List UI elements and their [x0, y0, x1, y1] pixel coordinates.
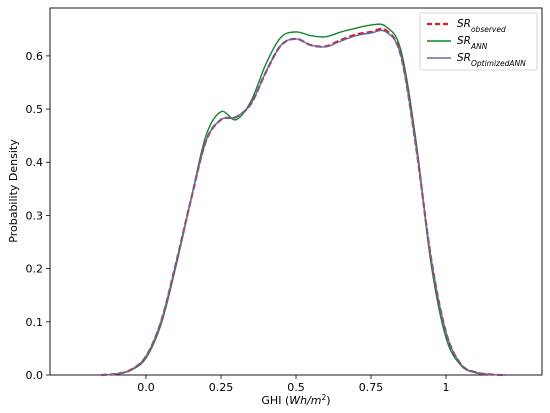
- legend-label-observed: SRobserved: [457, 18, 506, 34]
- series-layer: [100, 23, 507, 377]
- y-tick-label: 0.6: [26, 50, 44, 63]
- y-axis: 0.0 0.1 0.2 0.3 0.4 0.5 0.6: [26, 50, 50, 382]
- x-axis: 0.0 0.25 0.5 0.75 1: [137, 375, 450, 394]
- legend-label-ann: SRANN: [457, 35, 488, 51]
- x-tick-label: 0.25: [209, 381, 234, 394]
- x-tick-label: 0.0: [137, 381, 155, 394]
- x-axis-label: GHI (Wh/m2): [261, 393, 330, 408]
- y-tick-label: 0.3: [26, 209, 44, 222]
- y-tick-label: 0.5: [26, 103, 44, 116]
- legend-box: [419, 12, 538, 71]
- y-axis-label: Probability Density: [7, 139, 20, 243]
- legend-label-optimizedann: SROptimizedANN: [457, 52, 526, 68]
- y-tick-label: 0.0: [26, 369, 44, 382]
- x-tick-label: 0.75: [359, 381, 384, 394]
- x-tick-label: 1: [443, 381, 450, 394]
- y-tick-label: 0.4: [26, 156, 44, 169]
- x-tick-label: 0.5: [287, 381, 305, 394]
- y-tick-label: 0.1: [26, 316, 44, 329]
- y-tick-label: 0.2: [26, 263, 44, 276]
- series-line-optimizedann: [100, 29, 507, 376]
